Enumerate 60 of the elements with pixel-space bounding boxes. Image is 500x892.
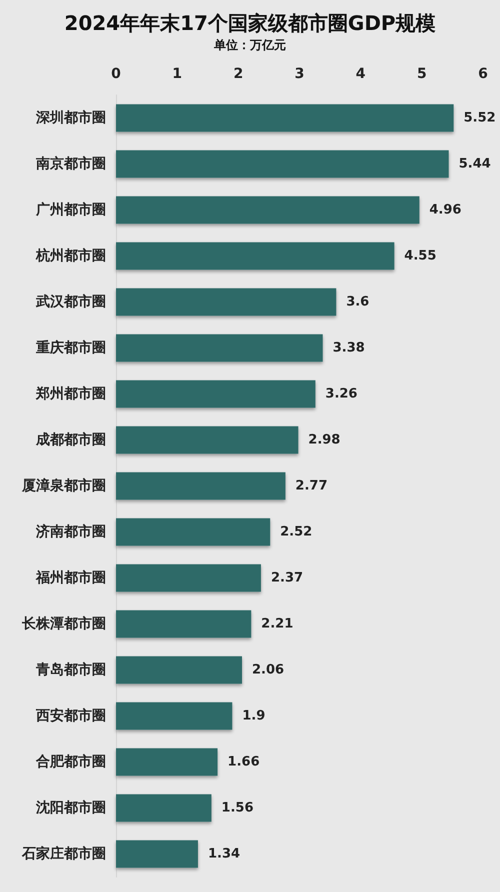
y-tick-label: 深圳都市圈 xyxy=(35,109,106,126)
y-tick-label: 合肥都市圈 xyxy=(35,753,106,770)
bar xyxy=(116,380,316,408)
x-tick-label: 3 xyxy=(294,66,304,82)
data-label: 2.21 xyxy=(261,616,294,632)
y-tick-label: 长株潭都市圈 xyxy=(21,615,106,632)
y-tick-label: 重庆都市圈 xyxy=(35,339,106,356)
data-label: 1.34 xyxy=(208,846,240,862)
y-tick-label: 厦漳泉都市圈 xyxy=(21,477,106,494)
data-label: 5.52 xyxy=(464,110,496,126)
y-tick-label: 沈阳都市圈 xyxy=(35,799,106,816)
data-label: 3.6 xyxy=(346,294,370,310)
bar xyxy=(116,840,198,868)
bar xyxy=(116,334,323,362)
bar xyxy=(116,564,261,592)
x-tick-label: 2 xyxy=(233,66,244,82)
data-label: 2.77 xyxy=(295,478,328,494)
data-label: 1.56 xyxy=(221,800,254,816)
bar xyxy=(116,656,242,684)
bar xyxy=(116,518,270,546)
data-label: 2.52 xyxy=(280,524,312,540)
bar xyxy=(116,288,336,316)
y-tick-label: 成都都市圈 xyxy=(35,431,106,448)
x-tick-label: 6 xyxy=(478,66,488,82)
y-tick-label: 南京都市圈 xyxy=(35,155,106,172)
data-label: 2.98 xyxy=(308,432,340,448)
x-tick-label: 5 xyxy=(416,66,427,82)
bar xyxy=(116,150,449,178)
bar xyxy=(116,472,286,500)
y-tick-label: 石家庄都市圈 xyxy=(21,845,106,862)
x-tick-label: 0 xyxy=(111,66,122,82)
y-tick-label: 青岛都市圈 xyxy=(35,661,106,678)
y-tick-label: 杭州都市圈 xyxy=(35,247,106,264)
bar xyxy=(116,426,298,454)
y-tick-label: 广州都市圈 xyxy=(35,201,106,218)
data-label: 2.37 xyxy=(270,570,304,586)
chart-title: 2024年年末17个国家级都市圈GDP规模 xyxy=(64,11,436,35)
y-tick-label: 郑州都市圈 xyxy=(35,385,106,402)
bar xyxy=(116,242,394,270)
data-label: 1.66 xyxy=(228,754,260,770)
bar xyxy=(116,104,454,132)
data-label: 3.38 xyxy=(332,340,365,356)
y-tick-label: 济南都市圈 xyxy=(35,523,106,540)
bar xyxy=(116,748,218,776)
data-label: 2.06 xyxy=(252,662,284,678)
bar xyxy=(116,794,212,822)
data-label: 1.9 xyxy=(242,708,266,724)
bar xyxy=(116,610,252,638)
y-tick-label: 西安都市圈 xyxy=(35,707,106,724)
data-label: 4.55 xyxy=(404,248,436,264)
data-label: 4.96 xyxy=(429,202,462,218)
data-label: 3.26 xyxy=(325,386,358,402)
bar xyxy=(116,702,232,730)
chart-subtitle: 单位：万亿元 xyxy=(213,38,286,52)
x-tick-label: 4 xyxy=(356,66,366,82)
bar xyxy=(116,196,420,224)
data-label: 5.44 xyxy=(458,156,491,172)
y-tick-label: 武汉都市圈 xyxy=(35,293,106,310)
y-tick-label: 福州都市圈 xyxy=(35,569,106,586)
x-tick-label: 1 xyxy=(172,66,182,82)
